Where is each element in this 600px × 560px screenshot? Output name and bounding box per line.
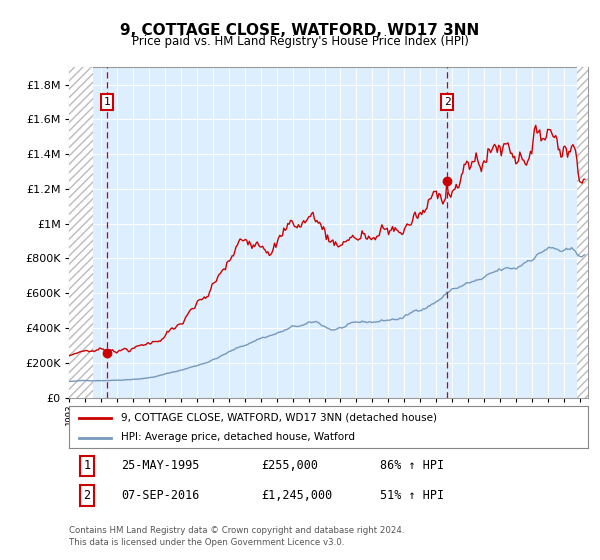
- Text: HPI: Average price, detached house, Watford: HPI: Average price, detached house, Watf…: [121, 432, 355, 442]
- Text: 9, COTTAGE CLOSE, WATFORD, WD17 3NN (detached house): 9, COTTAGE CLOSE, WATFORD, WD17 3NN (det…: [121, 413, 437, 423]
- Text: 51% ↑ HPI: 51% ↑ HPI: [380, 489, 445, 502]
- Text: 86% ↑ HPI: 86% ↑ HPI: [380, 459, 445, 472]
- Text: 1: 1: [104, 97, 111, 107]
- Text: 9, COTTAGE CLOSE, WATFORD, WD17 3NN: 9, COTTAGE CLOSE, WATFORD, WD17 3NN: [121, 24, 479, 38]
- Text: 07-SEP-2016: 07-SEP-2016: [121, 489, 199, 502]
- Text: Price paid vs. HM Land Registry's House Price Index (HPI): Price paid vs. HM Land Registry's House …: [131, 35, 469, 49]
- Bar: [69, 67, 93, 398]
- Text: £255,000: £255,000: [261, 459, 318, 472]
- Text: 1: 1: [83, 459, 91, 472]
- Text: 25-MAY-1995: 25-MAY-1995: [121, 459, 199, 472]
- Text: Contains HM Land Registry data © Crown copyright and database right 2024.: Contains HM Land Registry data © Crown c…: [69, 526, 404, 535]
- Text: £1,245,000: £1,245,000: [261, 489, 332, 502]
- Text: 2: 2: [83, 489, 91, 502]
- Text: This data is licensed under the Open Government Licence v3.0.: This data is licensed under the Open Gov…: [69, 538, 344, 547]
- Text: 2: 2: [444, 97, 451, 107]
- Bar: [577, 67, 588, 398]
